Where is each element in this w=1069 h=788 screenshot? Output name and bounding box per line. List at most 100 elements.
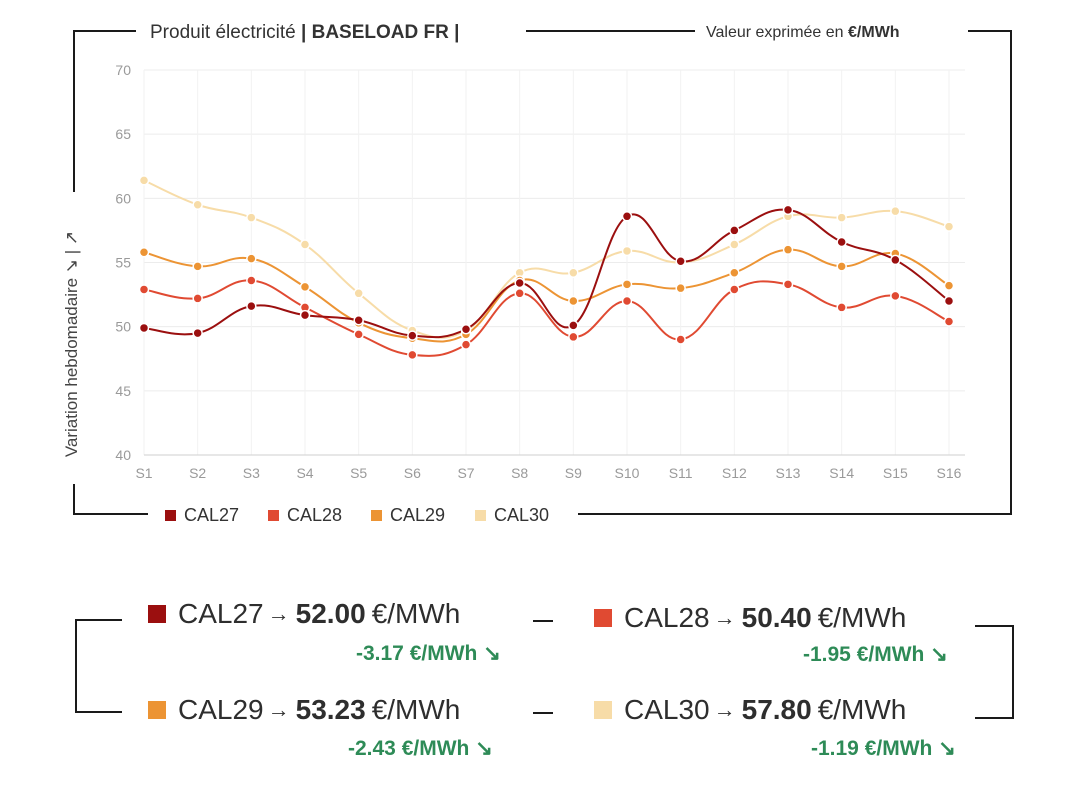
x-tick-label: S11 — [669, 465, 693, 481]
data-point-cal28 — [836, 302, 847, 313]
data-point-cal27 — [407, 330, 418, 341]
data-point-cal27 — [246, 300, 257, 312]
summary-delta-cal27: -3.17 €/MWh ↘ — [356, 642, 501, 665]
x-tick-label: S5 — [350, 465, 367, 481]
legend-item-cal27[interactable]: CAL27 — [165, 505, 239, 526]
summary-bracket-left-bottom — [75, 711, 122, 713]
data-point-cal28 — [943, 316, 955, 327]
data-point-cal27 — [943, 295, 955, 307]
chart-title: Produit électricité | BASELOAD FR | — [150, 22, 459, 44]
data-point-cal28 — [246, 275, 257, 286]
summary-bracket-right-top — [975, 625, 1014, 627]
data-point-cal30 — [299, 239, 311, 250]
data-point-cal27 — [568, 320, 579, 331]
summary-delta-cal29: -2.43 €/MWh ↘ — [348, 737, 493, 760]
series-line-cal28 — [143, 279, 950, 357]
summary-value: 53.23 — [295, 694, 366, 725]
data-point-cal28 — [568, 331, 579, 343]
data-point-cal27 — [299, 309, 311, 321]
summary-swatch — [594, 701, 612, 719]
legend-item-cal30[interactable]: CAL30 — [475, 505, 549, 526]
summary-swatch — [148, 701, 166, 719]
x-tick-label: S9 — [565, 465, 582, 481]
data-point-cal29 — [138, 246, 150, 258]
summary-cal28: CAL28 → 50.40 €/MWh — [594, 602, 906, 634]
summary-name: CAL27 — [178, 598, 264, 629]
data-point-cal28 — [782, 279, 794, 290]
summary-cal27: CAL27 → 52.00 €/MWh — [148, 598, 460, 630]
data-point-cal28 — [890, 290, 901, 302]
data-point-cal28 — [514, 288, 525, 299]
x-tick-label: S14 — [829, 465, 854, 481]
data-point-cal30 — [943, 221, 955, 232]
data-point-cal28 — [138, 284, 150, 295]
x-tick-label: S6 — [404, 465, 421, 481]
summary-value: 50.40 — [741, 602, 812, 633]
data-point-cal29 — [782, 244, 794, 255]
x-tick-label: S16 — [937, 465, 962, 481]
summary-dash-1 — [533, 620, 553, 622]
unit-label: Valeur exprimée en €/MWh — [706, 24, 900, 42]
frame-left-bottom — [73, 484, 75, 515]
summary-swatch — [148, 605, 166, 623]
unit-prefix: Valeur exprimée en — [706, 24, 844, 41]
summary-name: CAL29 — [178, 694, 264, 725]
data-point-cal27 — [192, 327, 203, 339]
x-tick-label: S10 — [615, 465, 640, 481]
series-points — [138, 175, 955, 361]
arrow-icon: → — [267, 601, 290, 626]
legend-label: CAL30 — [494, 505, 550, 525]
data-point-cal27 — [138, 322, 150, 334]
y-tick-label: 45 — [115, 383, 131, 399]
data-point-cal30 — [836, 212, 847, 223]
data-point-cal27 — [460, 323, 472, 335]
x-tick-label: S8 — [511, 465, 528, 481]
legend-item-cal29[interactable]: CAL29 — [371, 505, 445, 526]
data-point-cal29 — [675, 282, 686, 294]
summary-bracket-right — [1012, 625, 1014, 719]
legend-item-cal28[interactable]: CAL28 — [268, 505, 342, 526]
data-point-cal28 — [192, 293, 203, 304]
summary-value: 57.80 — [741, 694, 812, 725]
data-point-cal28 — [460, 339, 472, 350]
frame-left-top — [73, 30, 75, 192]
data-point-cal28 — [675, 334, 686, 345]
data-point-cal28 — [407, 349, 418, 361]
data-point-cal27 — [782, 204, 794, 216]
x-tick-label: S13 — [776, 465, 801, 481]
y-tick-labels: 40 45 50 55 60 65 70 — [115, 62, 131, 463]
legend-swatch — [371, 510, 382, 521]
data-point-cal27 — [621, 211, 633, 222]
data-point-cal30 — [729, 239, 740, 250]
x-tick-label: S7 — [457, 465, 474, 481]
arrow-icon: → — [267, 697, 290, 722]
x-tick-label: S4 — [296, 465, 313, 481]
legend-label: CAL27 — [184, 505, 240, 525]
arrow-icon: → — [713, 605, 736, 630]
y-tick-label: 60 — [115, 190, 131, 206]
summary-delta-cal30: -1.19 €/MWh ↘ — [811, 737, 956, 760]
data-point-cal27 — [729, 225, 740, 236]
data-point-cal28 — [621, 295, 633, 307]
y-tick-label: 55 — [115, 255, 131, 271]
data-point-cal29 — [192, 261, 203, 272]
series-lines — [143, 179, 950, 357]
legend-label: CAL28 — [287, 505, 343, 525]
series-line-cal27 — [143, 208, 950, 339]
data-point-cal29 — [621, 279, 633, 290]
summary-bracket-left — [75, 619, 77, 713]
summary-name: CAL30 — [624, 694, 710, 725]
data-point-cal29 — [836, 261, 847, 272]
data-point-cal30 — [890, 205, 901, 217]
data-point-cal29 — [729, 267, 740, 279]
legend-swatch — [268, 510, 279, 521]
y-tick-label: 70 — [115, 62, 131, 78]
summary-unit: €/MWh — [371, 694, 461, 725]
summary-cal30: CAL30 → 57.80 €/MWh — [594, 694, 906, 726]
frame-right — [1010, 30, 1012, 515]
summary-unit: €/MWh — [371, 598, 461, 629]
data-point-cal27 — [675, 255, 686, 267]
frame-top-left — [73, 30, 136, 32]
x-tick-label: S2 — [189, 465, 206, 481]
